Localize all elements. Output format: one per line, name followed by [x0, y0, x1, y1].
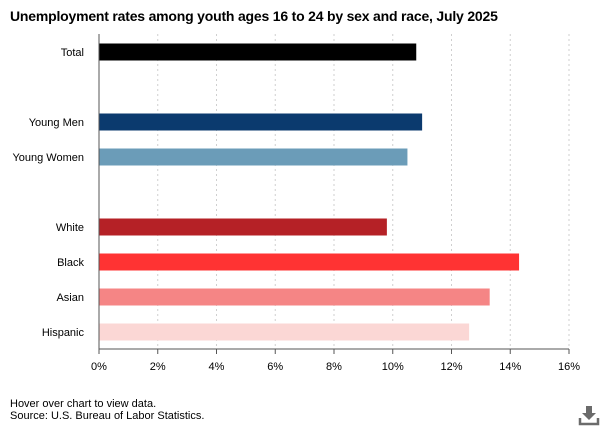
bar-black[interactable]: [99, 253, 520, 271]
category-labels: Total Young Men Young Women White Black Asian…: [12, 47, 84, 339]
bar-white[interactable]: [99, 218, 387, 236]
bar-hispanic[interactable]: [99, 323, 470, 341]
bar-chart[interactable]: Total Young Men Young Women White Black Asian…: [0, 0, 610, 400]
x-tick-label: 6%: [267, 361, 283, 373]
bar-young-women[interactable]: [99, 148, 408, 166]
x-tick-label: 8%: [326, 361, 342, 373]
bar-young-men[interactable]: [99, 113, 423, 131]
x-tick-label: 10%: [382, 361, 404, 373]
hover-note: Hover over chart to view data.: [10, 398, 157, 410]
x-tick-label: 2%: [150, 361, 166, 373]
x-tick-label: 12%: [440, 361, 462, 373]
category-label: Young Women: [12, 152, 84, 164]
x-tick-label: 4%: [209, 361, 225, 373]
axes: [98, 34, 570, 354]
x-tick-labels: 0% 2% 4% 6% 8% 10% 12% 14% 16%: [91, 361, 580, 373]
bar-total[interactable]: [99, 43, 417, 61]
x-tick-label: 0%: [91, 361, 107, 373]
bar-asian[interactable]: [99, 288, 490, 306]
chart-title: Unemployment rates among youth ages 16 t…: [10, 8, 498, 24]
category-label: Asian: [56, 292, 84, 304]
category-label: Black: [57, 257, 84, 269]
download-icon: [578, 406, 600, 426]
category-label: Hispanic: [42, 327, 85, 339]
bars[interactable]: [99, 43, 520, 341]
x-tick-label: 16%: [558, 361, 580, 373]
download-button[interactable]: [578, 404, 600, 426]
category-label: Young Men: [29, 117, 84, 129]
source-note: Source: U.S. Bureau of Labor Statistics.: [10, 410, 205, 422]
category-label: White: [56, 222, 84, 234]
category-label: Total: [61, 47, 84, 59]
x-tick-label: 14%: [499, 361, 521, 373]
